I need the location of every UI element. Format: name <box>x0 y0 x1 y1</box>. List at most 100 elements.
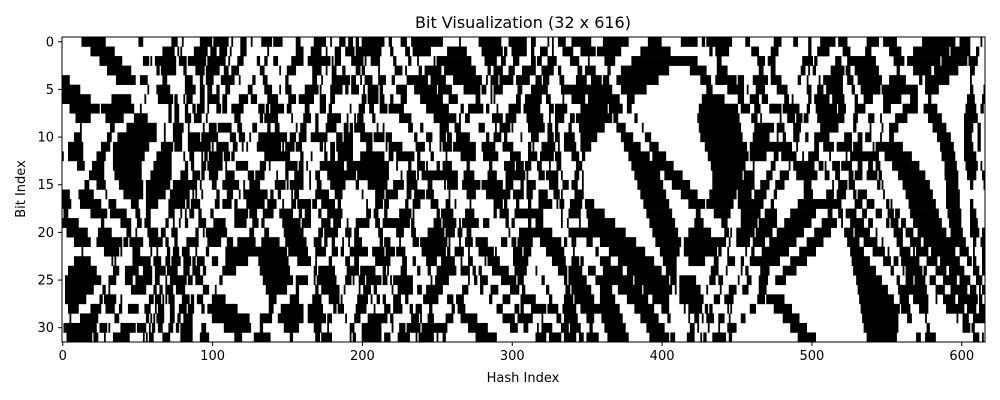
heatmap-run <box>965 160 978 171</box>
heatmap-run <box>490 84 493 95</box>
heatmap-run <box>541 141 556 152</box>
heatmap-run <box>304 84 319 95</box>
heatmap-run <box>623 141 641 152</box>
heatmap-run <box>817 113 845 124</box>
heatmap-run <box>773 37 782 47</box>
heatmap-run <box>554 151 562 162</box>
heatmap-run <box>928 113 942 124</box>
heatmap-run <box>808 151 819 162</box>
heatmap-run <box>280 303 304 314</box>
heatmap-run <box>198 208 202 219</box>
heatmap-run <box>132 256 151 267</box>
heatmap-run <box>111 256 114 267</box>
heatmap-run <box>408 160 412 171</box>
heatmap-run <box>459 113 461 124</box>
heatmap-run <box>553 189 560 200</box>
heatmap-run <box>112 160 142 171</box>
y-tick-label: 30 <box>37 321 54 336</box>
heatmap-run <box>331 65 337 76</box>
heatmap-run <box>493 132 502 143</box>
heatmap-run <box>982 170 986 181</box>
heatmap-run <box>700 332 703 343</box>
heatmap-run <box>111 94 132 105</box>
heatmap-run <box>799 246 816 257</box>
heatmap-run <box>342 65 346 76</box>
heatmap-run <box>396 227 404 238</box>
heatmap-run <box>769 237 797 247</box>
heatmap-run <box>327 313 333 324</box>
heatmap-run <box>973 237 977 247</box>
heatmap-run <box>120 218 132 228</box>
heatmap-run <box>142 56 150 66</box>
heatmap-run <box>890 265 894 276</box>
heatmap-run <box>890 218 899 228</box>
heatmap-run <box>758 284 767 295</box>
heatmap-run <box>596 46 622 57</box>
heatmap-run <box>145 332 148 343</box>
heatmap-run <box>396 151 415 162</box>
heatmap-run <box>688 303 703 314</box>
heatmap-run <box>528 122 545 133</box>
heatmap-run <box>411 218 415 228</box>
heatmap-run <box>354 313 361 324</box>
heatmap-run <box>187 141 211 152</box>
heatmap-run <box>751 113 758 124</box>
heatmap-run <box>163 122 166 133</box>
heatmap-run <box>168 208 175 219</box>
heatmap-run <box>704 141 748 152</box>
heatmap-run <box>355 46 382 57</box>
heatmap-run <box>802 56 813 66</box>
heatmap-run <box>514 208 544 219</box>
heatmap-run <box>145 199 159 209</box>
heatmap-run <box>754 103 761 114</box>
heatmap-run <box>761 246 790 257</box>
heatmap-run <box>980 237 986 247</box>
heatmap-run <box>333 218 341 228</box>
heatmap-run <box>327 322 330 333</box>
heatmap-run <box>286 65 297 76</box>
heatmap-run <box>541 65 554 76</box>
heatmap-run <box>845 65 851 76</box>
heatmap-run <box>910 208 939 219</box>
heatmap-run <box>259 313 273 324</box>
heatmap-run <box>307 313 327 324</box>
heatmap-run <box>880 113 882 124</box>
heatmap-run <box>982 256 986 267</box>
heatmap-run <box>436 56 472 66</box>
heatmap-run <box>838 103 846 114</box>
heatmap-run <box>779 113 782 124</box>
heatmap-run <box>586 237 593 247</box>
heatmap-run <box>325 46 328 57</box>
heatmap-run <box>79 122 82 133</box>
heatmap-run <box>165 218 169 228</box>
heatmap-run <box>620 132 634 143</box>
heatmap-run <box>367 313 388 324</box>
heatmap-run <box>700 75 712 85</box>
heatmap-run <box>454 246 464 257</box>
heatmap-run <box>397 284 413 295</box>
heatmap-run <box>327 113 341 124</box>
heatmap-run <box>889 75 906 85</box>
heatmap-run <box>767 56 776 66</box>
heatmap-run <box>754 122 775 133</box>
heatmap-run <box>169 189 190 200</box>
heatmap-run <box>417 56 419 66</box>
heatmap-run <box>707 151 749 162</box>
heatmap-run <box>970 179 974 190</box>
heatmap-run <box>390 94 394 105</box>
heatmap-run <box>324 151 328 162</box>
heatmap-run <box>595 275 634 286</box>
x-tick-label: 300 <box>500 349 525 364</box>
heatmap-run <box>854 103 866 114</box>
heatmap-run <box>145 313 150 324</box>
heatmap-run <box>776 227 804 238</box>
heatmap-run <box>184 75 193 85</box>
heatmap-run <box>724 294 734 305</box>
heatmap-run <box>973 246 975 257</box>
heatmap-run <box>147 84 150 95</box>
heatmap-run <box>172 218 175 228</box>
heatmap-run <box>755 84 766 95</box>
heatmap-run <box>475 94 481 105</box>
heatmap-run <box>136 218 142 228</box>
heatmap-run <box>132 246 141 257</box>
